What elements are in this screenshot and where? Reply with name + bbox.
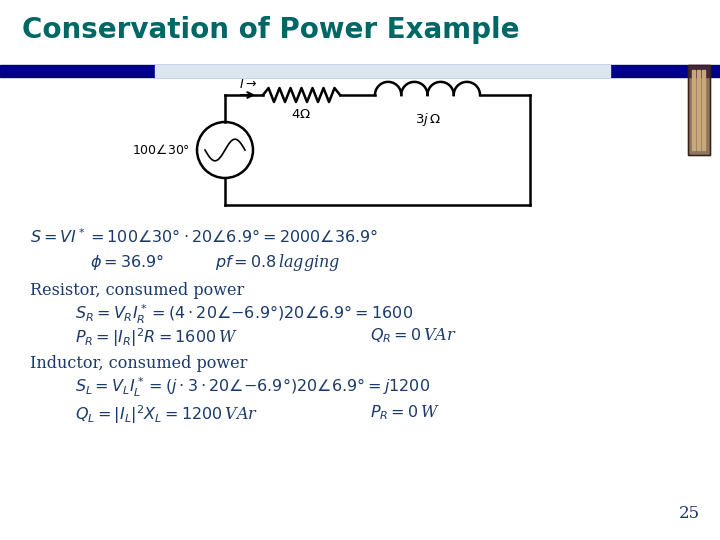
Text: $S = VI^* = 100\angle 30° \cdot 20\angle 6.9° = 2000\angle 36.9°$: $S = VI^* = 100\angle 30° \cdot 20\angle… xyxy=(30,228,378,247)
Text: Resistor, consumed power: Resistor, consumed power xyxy=(30,282,244,299)
Bar xyxy=(155,65,610,77)
Text: $P_R = |I_R|^2 R = 1600\,$W: $P_R = |I_R|^2 R = 1600\,$W xyxy=(75,326,238,349)
Text: Inductor, consumed power: Inductor, consumed power xyxy=(30,355,248,372)
Bar xyxy=(702,70,705,150)
Text: $Q_R = 0\,$VAr: $Q_R = 0\,$VAr xyxy=(370,326,456,345)
Text: $100\angle 30°$: $100\angle 30°$ xyxy=(132,143,190,157)
Text: $S_L = V_L I_L^* = (j \cdot 3 \cdot 20\angle{-6.9°})20\angle 6.9° = j1200$: $S_L = V_L I_L^* = (j \cdot 3 \cdot 20\a… xyxy=(75,376,430,399)
Bar xyxy=(0,65,720,77)
Bar xyxy=(692,70,695,150)
Text: $P_R = 0\,$W: $P_R = 0\,$W xyxy=(370,403,440,422)
Text: $4\Omega$: $4\Omega$ xyxy=(292,108,312,121)
Text: $\phi = 36.9°$: $\phi = 36.9°$ xyxy=(90,252,164,272)
Bar xyxy=(688,65,710,155)
Text: $3j\,\Omega$: $3j\,\Omega$ xyxy=(415,111,441,128)
Text: $pf = 0.8\,$lagging: $pf = 0.8\,$lagging xyxy=(215,252,341,273)
Text: Conservation of Power Example: Conservation of Power Example xyxy=(22,16,520,44)
Text: $I \rightarrow$: $I \rightarrow$ xyxy=(239,78,257,91)
Text: 25: 25 xyxy=(679,505,700,522)
Bar xyxy=(688,65,710,155)
Bar xyxy=(697,70,700,150)
Text: $S_R = V_R I_R^* = (4 \cdot 20\angle{-6.9°})20\angle 6.9° = 1600$: $S_R = V_R I_R^* = (4 \cdot 20\angle{-6.… xyxy=(75,303,413,326)
Text: $Q_L = |I_L|^2 X_L = 1200\,$VAr: $Q_L = |I_L|^2 X_L = 1200\,$VAr xyxy=(75,403,258,426)
